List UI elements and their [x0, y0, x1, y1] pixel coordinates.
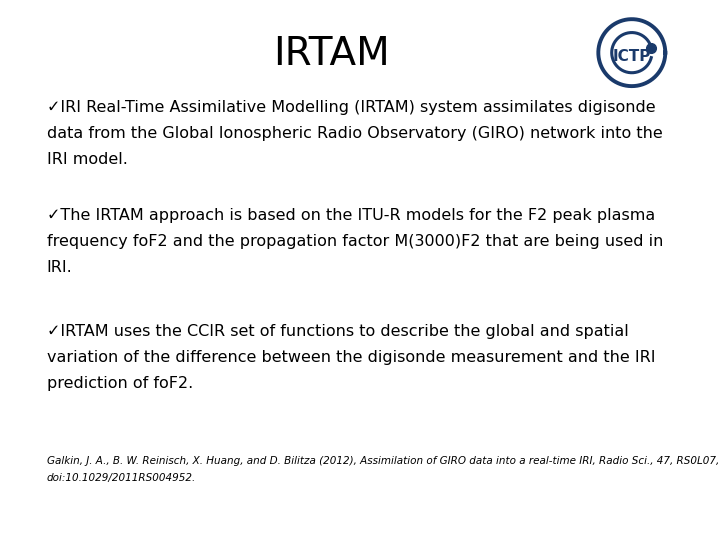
Text: ✓IRI Real-Time Assimilative Modelling (IRTAM) system assimilates digisonde: ✓IRI Real-Time Assimilative Modelling (I…: [47, 100, 655, 115]
Text: prediction of foF2.: prediction of foF2.: [47, 376, 193, 391]
Text: variation of the difference between the digisonde measurement and the IRI: variation of the difference between the …: [47, 350, 655, 365]
Text: Galkin, J. A., B. W. Reinisch, X. Huang, and D. Bilitza (2012), Assimilation of : Galkin, J. A., B. W. Reinisch, X. Huang,…: [47, 456, 719, 467]
Text: data from the Global Ionospheric Radio Observatory (GIRO) network into the: data from the Global Ionospheric Radio O…: [47, 126, 662, 141]
Text: doi:10.1029/2011RS004952.: doi:10.1029/2011RS004952.: [47, 473, 196, 483]
Text: ✓The IRTAM approach is based on the ITU-R models for the F2 peak plasma: ✓The IRTAM approach is based on the ITU-…: [47, 208, 655, 223]
Text: ICTP: ICTP: [613, 49, 651, 64]
Text: IRI model.: IRI model.: [47, 152, 127, 167]
Text: IRTAM: IRTAM: [273, 35, 390, 73]
Text: IRI.: IRI.: [47, 260, 73, 275]
Text: ✓IRTAM uses the CCIR set of functions to describe the global and spatial: ✓IRTAM uses the CCIR set of functions to…: [47, 324, 629, 339]
Text: frequency foF2 and the propagation factor M(3000)F2 that are being used in: frequency foF2 and the propagation facto…: [47, 234, 663, 249]
